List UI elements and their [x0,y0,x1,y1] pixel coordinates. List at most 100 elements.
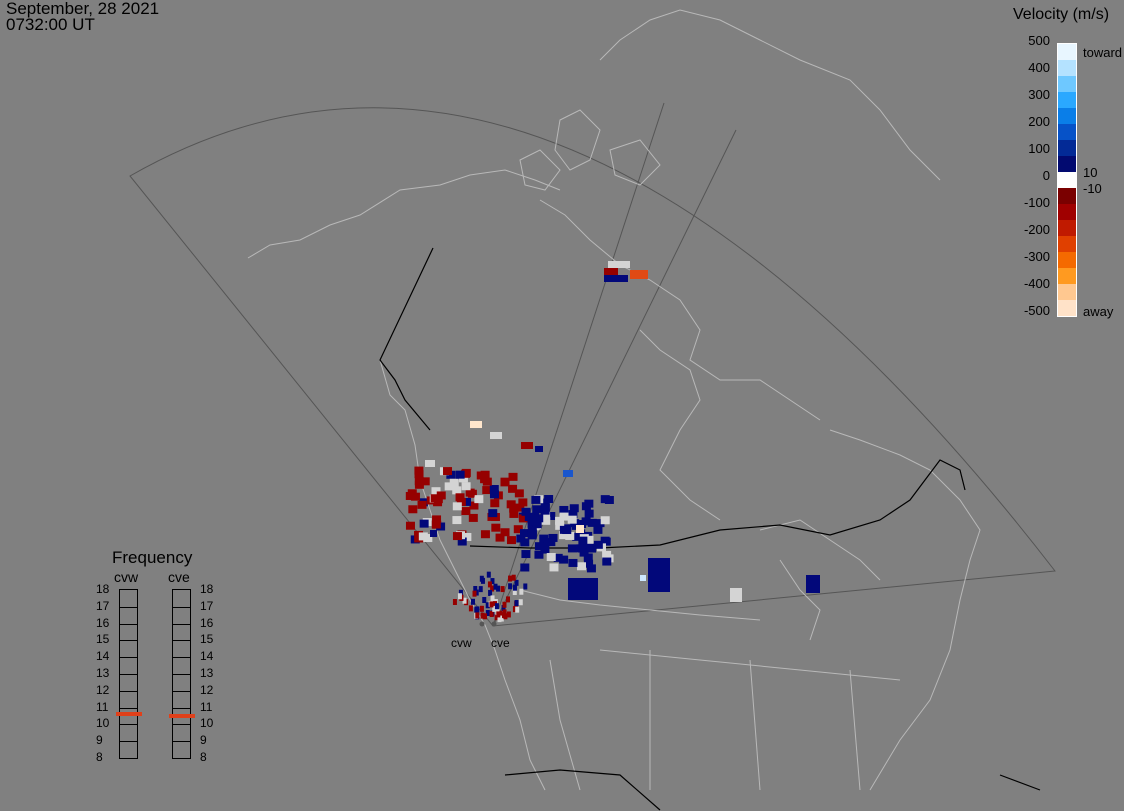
colorbar-segment [1058,188,1076,204]
frequency-level-label: 11 [200,699,213,714]
radar-cell [546,553,556,562]
radar-cell [488,589,493,596]
colorbar-segment [1058,220,1076,236]
radar-cell [514,600,519,607]
frequency-level-label: 12 [200,682,214,697]
radar-cell [730,588,742,602]
velocity-tick-label: 100 [1028,141,1050,156]
radar-cell [408,505,418,514]
fov-outline [129,107,1056,627]
radar-cell [425,460,435,467]
radar-cell [567,515,577,524]
radar-cell [806,575,820,593]
frequency-bar-cve [169,589,195,759]
radar-cell [489,611,494,618]
radar-cell [490,578,495,585]
radar-cell [468,605,473,612]
velocity-tick-label: -400 [1023,276,1050,291]
radar-cell [443,467,453,476]
radar-cell [576,525,584,533]
velocity-tick-label: 0 [1042,168,1050,183]
radar-cell [506,611,511,618]
radar-cell [540,506,550,515]
radar-cell [501,605,506,612]
radar-cell [430,494,440,503]
colorbar-segment [1058,300,1076,316]
radar-cell [511,574,516,581]
radar-cell [583,553,593,562]
radar-cell [417,500,427,509]
radar-cell [523,583,528,590]
radar-cell [499,615,504,622]
velocity-legend-title: Velocity (m/s) [1013,6,1110,23]
radar-cell [482,597,487,604]
radar-cell [565,531,575,540]
radar-cell [602,557,612,566]
radar-cell [559,525,569,534]
radar-cell [496,585,501,592]
site-marker-cve [491,621,497,627]
radar-cell [578,536,588,545]
radar-cell [512,584,517,591]
radar-cell [462,532,472,541]
radar-cell [458,589,463,596]
radar-cell [546,511,556,520]
colorbar-segment [1058,172,1076,188]
frequency-title: Frequency [112,548,193,567]
radar-cell [567,544,577,553]
radar-cell [423,534,433,543]
radar-cell [520,529,530,538]
radar-cell [490,499,500,508]
frequency-bar-divider [120,657,137,659]
radar-cell [521,550,531,559]
radar-cell [508,583,513,590]
radar-cell [559,505,569,514]
frequency-level-label: 17 [200,598,214,613]
radar-cell [534,550,544,559]
frequency-bar-divider [173,690,190,692]
radar-cell [532,520,542,529]
frequency-bar-divider [173,741,190,743]
radar-cell [472,590,477,597]
radar-cell [452,486,462,495]
radar-cell [579,548,589,557]
frequency-level-label: 16 [96,615,110,630]
frequency-level-label: 13 [200,666,214,680]
frequency-bar-divider [173,674,190,675]
radar-cell [549,563,559,572]
radar-cell [486,571,491,578]
radar-cell [520,538,530,547]
radar-cell [559,555,569,564]
velocity-tick-label: -200 [1023,222,1050,237]
radar-cell [480,530,490,539]
frequency-level-label: 16 [200,615,214,630]
radar-cell [587,518,597,527]
velocity-tick-label: 500 [1028,33,1050,48]
radar-cell [500,528,510,537]
radar-cell [470,598,475,605]
frequency-level-label: 18 [200,582,214,596]
radar-cell [576,529,586,538]
frequency-level-label: 8 [200,750,207,764]
radar-cell [497,616,502,623]
velocity-tick-label: -500 [1023,303,1050,318]
colorbar-segment [1058,108,1076,124]
radar-cell [473,585,478,592]
radar-cell [515,606,520,613]
frequency-bar-divider [120,623,137,625]
frequency-level-label: 9 [200,733,207,748]
frequency-level-label: 18 [96,582,110,596]
radar-cell [534,542,544,551]
radar-cell [519,588,524,595]
radar-cell [508,484,518,493]
radar-cell [600,516,610,525]
radar-cell [527,529,537,538]
frequency-level-label: 17 [96,598,110,613]
radar-cell [535,446,543,452]
radar-cell [568,578,598,600]
radar-cell [541,516,551,525]
radar-cell [476,471,486,480]
radar-cell [485,602,490,609]
radar-cell [640,575,646,581]
radar-cell [431,520,441,529]
